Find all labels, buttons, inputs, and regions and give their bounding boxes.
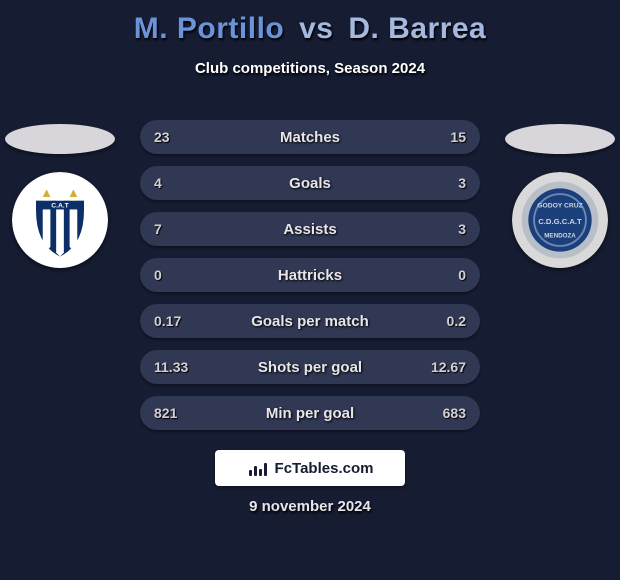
svg-text:MENDOZA: MENDOZA	[544, 232, 576, 239]
subtitle: Club competitions, Season 2024	[0, 60, 620, 77]
stat-row: 7 Assists 3	[140, 212, 480, 246]
stat-label: Assists	[206, 221, 414, 238]
stat-label: Goals	[206, 175, 414, 192]
svg-text:GODOY CRUZ: GODOY CRUZ	[537, 203, 582, 210]
page-title: M. Portillo vs D. Barrea	[0, 0, 620, 46]
stat-left-value: 0	[154, 267, 206, 283]
disc-right	[505, 124, 615, 154]
title-vs: vs	[299, 12, 333, 45]
right-team-column: GODOY CRUZ C.D.G.C.A.T MENDOZA	[500, 120, 620, 440]
stat-label: Hattricks	[206, 267, 414, 284]
talleres-crest-icon: C.A.T	[12, 172, 108, 268]
stat-left-value: 11.33	[154, 359, 206, 375]
stat-row: 0 Hattricks 0	[140, 258, 480, 292]
title-player2: D. Barrea	[348, 12, 486, 45]
comparison-arena: C.A.T GODOY CRUZ C.D.G.C.A.T MENDOZA	[0, 120, 620, 440]
stat-left-value: 821	[154, 405, 206, 421]
stat-label: Min per goal	[206, 405, 414, 422]
stat-left-value: 4	[154, 175, 206, 191]
stat-right-value: 3	[414, 175, 466, 191]
team-badge-left: C.A.T	[12, 172, 108, 268]
team-badge-right: GODOY CRUZ C.D.G.C.A.T MENDOZA	[512, 172, 608, 268]
bar-chart-icon	[247, 459, 269, 477]
stat-right-value: 683	[414, 405, 466, 421]
stat-right-value: 3	[414, 221, 466, 237]
stat-right-value: 15	[414, 129, 466, 145]
comparison-card: { "type": "infographic", "palette": { "b…	[0, 0, 620, 580]
brand-text: FcTables.com	[275, 460, 374, 477]
stat-row: 4 Goals 3	[140, 166, 480, 200]
disc-left	[5, 124, 115, 154]
stat-left-value: 0.17	[154, 313, 206, 329]
stat-rows: 23 Matches 15 4 Goals 3 7 Assists 3 0 Ha…	[140, 120, 480, 430]
footer-date: 9 november 2024	[0, 498, 620, 515]
stat-right-value: 0.2	[414, 313, 466, 329]
svg-text:C.A.T: C.A.T	[51, 203, 69, 210]
stat-label: Goals per match	[206, 313, 414, 330]
stat-row: 11.33 Shots per goal 12.67	[140, 350, 480, 384]
stat-row: 0.17 Goals per match 0.2	[140, 304, 480, 338]
stat-right-value: 0	[414, 267, 466, 283]
svg-text:C.D.G.C.A.T: C.D.G.C.A.T	[538, 217, 582, 226]
stat-label: Shots per goal	[206, 359, 414, 376]
stat-row: 23 Matches 15	[140, 120, 480, 154]
stat-right-value: 12.67	[414, 359, 466, 375]
stat-left-value: 7	[154, 221, 206, 237]
stat-left-value: 23	[154, 129, 206, 145]
stat-label: Matches	[206, 129, 414, 146]
brand-card: FcTables.com	[215, 450, 405, 486]
stat-row: 821 Min per goal 683	[140, 396, 480, 430]
godoy-cruz-crest-icon: GODOY CRUZ C.D.G.C.A.T MENDOZA	[512, 172, 608, 268]
title-player1: M. Portillo	[134, 12, 285, 45]
left-team-column: C.A.T	[0, 120, 120, 440]
